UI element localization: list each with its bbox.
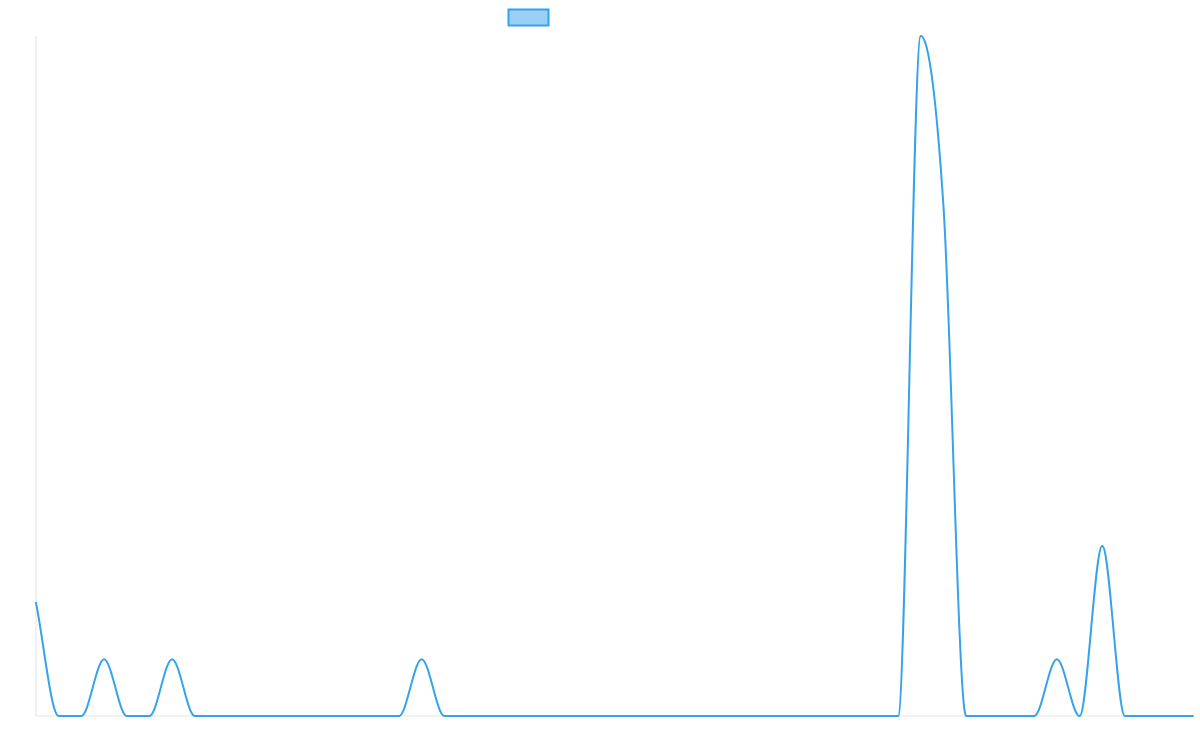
axes (35, 36, 1193, 717)
data-point[interactable] (214, 713, 220, 719)
data-point[interactable] (872, 713, 878, 719)
data-point[interactable] (940, 203, 946, 209)
data-point[interactable] (1167, 713, 1173, 719)
data-point[interactable] (918, 33, 924, 39)
data-point[interactable] (328, 713, 334, 719)
data-point[interactable] (736, 713, 742, 719)
data-point[interactable] (351, 713, 357, 719)
data-point[interactable] (555, 713, 561, 719)
data-point[interactable] (668, 713, 674, 719)
data-point[interactable] (464, 713, 470, 719)
series-line (35, 35, 1194, 717)
data-point[interactable] (646, 713, 652, 719)
data-point[interactable] (759, 713, 765, 719)
data-point[interactable] (895, 713, 901, 719)
data-point[interactable] (124, 713, 130, 719)
data-point[interactable] (1145, 713, 1151, 719)
legend[interactable] (507, 8, 550, 27)
legend-swatch[interactable] (507, 8, 550, 27)
data-point[interactable] (986, 713, 992, 719)
data-point[interactable] (963, 713, 969, 719)
data-point[interactable] (237, 713, 243, 719)
data-point[interactable] (532, 713, 538, 719)
data-point[interactable] (850, 713, 856, 719)
data-point[interactable] (691, 713, 697, 719)
data-point[interactable] (78, 713, 84, 719)
data-point[interactable] (146, 713, 152, 719)
data-point[interactable] (804, 713, 810, 719)
data-point[interactable] (396, 713, 402, 719)
data-point[interactable] (623, 713, 629, 719)
data-point[interactable] (827, 713, 833, 719)
data-point[interactable] (373, 713, 379, 719)
data-point[interactable] (101, 656, 107, 662)
data-point[interactable] (1054, 656, 1060, 662)
data-point[interactable] (487, 713, 493, 719)
data-point[interactable] (419, 656, 425, 662)
data-point[interactable] (600, 713, 606, 719)
data-point[interactable] (260, 713, 266, 719)
data-point[interactable] (1099, 543, 1105, 549)
series-layer (33, 33, 1196, 719)
data-point[interactable] (192, 713, 198, 719)
data-point[interactable] (509, 713, 515, 719)
data-point[interactable] (305, 713, 311, 719)
data-point[interactable] (1077, 713, 1083, 719)
data-point[interactable] (714, 713, 720, 719)
data-point[interactable] (577, 713, 583, 719)
data-point[interactable] (441, 713, 447, 719)
data-point[interactable] (1122, 713, 1128, 719)
data-point[interactable] (169, 656, 175, 662)
data-point[interactable] (1190, 713, 1196, 719)
data-point[interactable] (1031, 713, 1037, 719)
data-point[interactable] (56, 713, 62, 719)
data-point[interactable] (1009, 713, 1015, 719)
data-point[interactable] (782, 713, 788, 719)
data-point[interactable] (33, 600, 39, 606)
data-point[interactable] (283, 713, 289, 719)
